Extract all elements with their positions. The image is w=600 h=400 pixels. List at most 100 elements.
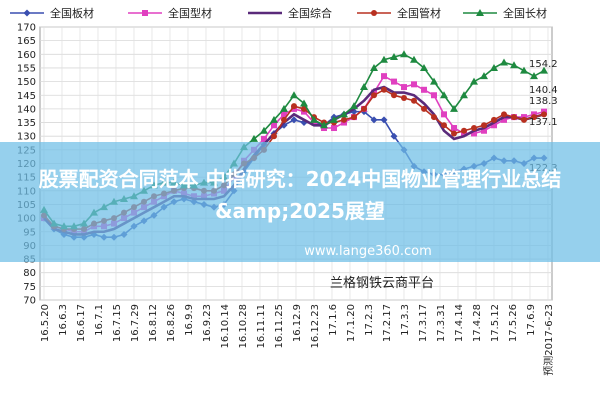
point-marker — [540, 66, 548, 74]
y-tick-label: 160 — [17, 50, 36, 61]
point-marker — [500, 58, 508, 66]
point-marker — [271, 122, 277, 129]
x-tick-label: 预测2017-6-23 — [542, 304, 555, 376]
end-value-label: 154.2 — [529, 59, 558, 70]
point-marker — [261, 135, 267, 142]
legend-label: 全国板材 — [50, 6, 94, 20]
point-marker — [391, 92, 397, 99]
point-marker — [380, 116, 388, 124]
point-marker — [381, 86, 387, 93]
banner-title: 股票配资合同范本 中指研究：2024中国物业管理行业总结&amp;2025展望 — [38, 167, 562, 223]
point-marker — [491, 116, 497, 123]
x-tick-label: 17.1.20 — [346, 304, 357, 342]
point-marker — [401, 84, 407, 91]
point-marker — [530, 72, 538, 80]
y-tick-label: 170 — [17, 23, 36, 34]
point-marker — [481, 127, 487, 134]
y-tick-label: 135 — [17, 118, 36, 129]
point-marker — [541, 111, 547, 118]
x-tick-label: 17.1.6 — [328, 304, 339, 336]
point-marker — [471, 130, 477, 137]
point-marker — [291, 103, 297, 110]
point-marker — [440, 91, 448, 99]
point-marker — [490, 63, 498, 71]
y-tick-label: 150 — [17, 77, 36, 88]
point-marker — [481, 122, 487, 129]
point-marker — [501, 116, 507, 123]
point-marker — [390, 132, 398, 140]
end-value-label: 137.1 — [529, 117, 558, 128]
x-tick-label: 16.10.14 — [220, 304, 231, 349]
point-marker — [250, 134, 258, 142]
y-tick-label: 70 — [23, 296, 36, 307]
point-marker — [431, 92, 437, 99]
legend-label: 全国长材 — [503, 6, 547, 20]
x-tick-label: 16.12.9 — [292, 304, 303, 342]
point-marker — [270, 115, 278, 123]
x-tick-label: 17.5.26 — [508, 304, 519, 342]
point-marker — [461, 127, 467, 134]
point-marker — [460, 91, 468, 99]
point-marker — [340, 110, 348, 118]
x-tick-label: 16.11.25 — [274, 304, 285, 349]
point-marker — [510, 61, 518, 69]
x-tick-label: 16.9.23 — [202, 304, 213, 342]
point-marker — [271, 133, 277, 140]
point-marker — [320, 121, 328, 129]
y-tick-label: 80 — [23, 268, 36, 279]
x-tick-label: 17.3.17 — [418, 304, 429, 342]
x-tick-label: 17.3.3 — [400, 304, 411, 336]
y-tick-label: 130 — [17, 132, 36, 143]
y-tick-label: 140 — [17, 104, 36, 115]
x-tick-label: 16.11.11 — [256, 304, 267, 349]
x-axis: 16.5.20 16.6.3 16.6.17 16.7.1 16.7.15 16.7.29… — [40, 304, 555, 376]
point-marker — [281, 116, 287, 123]
x-tick-label: 17.4.14 — [454, 304, 465, 342]
x-tick-label: 16.5.20 — [40, 304, 51, 342]
x-tick-label: 16.8.12 — [148, 304, 159, 342]
point-marker — [450, 104, 458, 112]
point-marker — [360, 83, 368, 91]
point-marker — [501, 111, 507, 118]
legend-label: 全国型材 — [168, 6, 212, 20]
point-marker — [476, 9, 484, 16]
point-marker — [451, 125, 457, 132]
point-marker — [430, 77, 438, 85]
y-tick-label: 165 — [17, 36, 36, 47]
y-tick-label: 155 — [17, 63, 36, 74]
x-tick-label: 16.10.28 — [238, 304, 249, 349]
point-marker — [521, 116, 527, 123]
point-marker — [410, 55, 418, 63]
x-tick-label: 16.6.17 — [76, 304, 87, 342]
title-banner — [0, 142, 600, 262]
end-value-label: 138.3 — [529, 96, 558, 107]
point-marker — [350, 102, 358, 110]
point-marker — [341, 116, 347, 123]
point-marker — [381, 73, 387, 80]
x-tick-label: 16.12.23 — [310, 304, 321, 349]
x-tick-label: 16.7.1 — [94, 304, 105, 336]
point-marker — [411, 81, 417, 88]
x-tick-label: 16.9.9 — [184, 304, 195, 336]
point-marker — [390, 53, 398, 61]
x-tick-label: 17.6.9 — [526, 304, 537, 336]
point-marker — [520, 66, 528, 74]
y-tick-label: 145 — [17, 91, 36, 102]
point-marker — [421, 86, 427, 93]
point-marker — [281, 111, 287, 118]
point-marker — [420, 63, 428, 71]
point-marker — [451, 130, 457, 137]
x-tick-label: 16.8.26 — [166, 304, 177, 342]
legend-label: 全国综合 — [288, 6, 332, 20]
point-marker — [290, 91, 298, 99]
x-tick-label: 17.2.3 — [364, 304, 375, 336]
point-marker — [361, 105, 367, 112]
x-tick-label: 16.7.15 — [112, 304, 123, 342]
point-marker — [310, 115, 318, 123]
legend: 全国板材 全国型材 全国综合 全国管材 全国长材 — [10, 6, 547, 20]
point-marker — [391, 78, 397, 85]
point-marker — [400, 50, 408, 58]
x-tick-label: 17.3.31 — [436, 304, 447, 342]
x-tick-label: 16.7.29 — [130, 304, 141, 342]
point-marker — [371, 92, 377, 99]
